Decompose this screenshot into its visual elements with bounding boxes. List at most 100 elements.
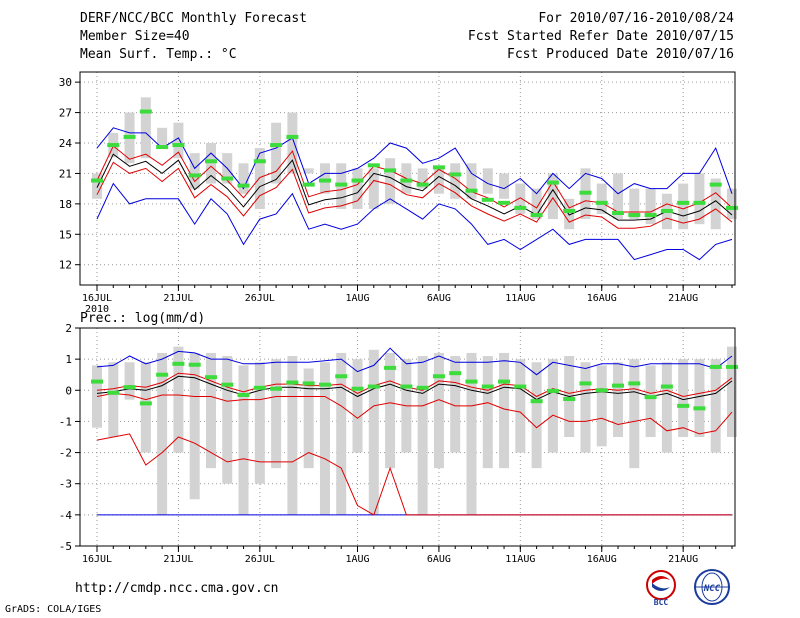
median-marker: [139, 401, 152, 406]
median-marker: [644, 395, 657, 400]
source-url[interactable]: http://cmdp.ncc.cma.gov.cn: [75, 581, 279, 596]
std-low-line: [96, 161, 733, 229]
median-marker: [123, 134, 136, 139]
ensemble-box: [596, 183, 607, 214]
x-tick-label: 21JUL: [163, 293, 193, 304]
median-marker: [253, 385, 266, 390]
x-tick-label: 21AUG: [668, 293, 698, 304]
median-marker: [188, 173, 201, 178]
median-marker: [693, 200, 706, 205]
median-marker: [498, 200, 511, 205]
ensemble-box: [385, 352, 396, 469]
median-marker: [270, 143, 283, 148]
ensemble-box: [710, 178, 721, 230]
median-marker: [253, 159, 266, 164]
ensemble-box: [140, 97, 151, 159]
median-marker: [449, 172, 462, 177]
ensemble-box: [694, 359, 705, 437]
std-high-line: [96, 372, 733, 398]
ensemble-box: [417, 168, 428, 189]
ensemble-box: [238, 365, 249, 515]
x-tick-label: 6AUG: [427, 293, 451, 304]
y-tick-label: -3: [59, 478, 72, 491]
median-marker: [156, 372, 169, 377]
y-tick-label: -2: [59, 447, 72, 460]
ensemble-box: [352, 168, 363, 209]
y-tick-label: -1: [59, 415, 72, 428]
ensemble-box: [629, 359, 640, 469]
ensemble-box: [336, 352, 347, 515]
median-marker: [270, 386, 283, 391]
member-size-label: Member Size=40: [80, 29, 190, 44]
ensemble-box: [531, 188, 542, 220]
median-marker: [546, 388, 559, 393]
ensemble-box: [710, 359, 721, 453]
ensemble-box: [173, 346, 184, 453]
ensemble-box: [303, 368, 314, 469]
ensemble-box: [694, 173, 705, 225]
median-marker: [221, 176, 234, 181]
ensemble-box: [385, 158, 396, 204]
ensemble-box: [596, 365, 607, 447]
median-marker: [726, 364, 738, 369]
x-tick-year-label: 2010: [85, 304, 109, 315]
ensemble-box: [678, 183, 689, 230]
median-marker: [302, 381, 315, 386]
ensemble-box: [727, 346, 737, 437]
median-marker: [237, 183, 250, 188]
x-tick-label: 16AUG: [587, 293, 617, 304]
median-marker: [709, 182, 722, 187]
median-marker: [677, 403, 690, 408]
median-marker: [514, 384, 527, 389]
median-marker: [107, 143, 120, 148]
median-marker: [384, 168, 397, 173]
ensemble-box: [189, 352, 200, 500]
ensemble-box: [678, 359, 689, 437]
ensemble-box: [531, 362, 542, 469]
ensemble-box: [450, 356, 461, 453]
ensemble-box: [515, 359, 526, 453]
ensemble-box: [613, 362, 624, 437]
x-tick-label: 11AUG: [505, 554, 535, 565]
ensemble-box: [173, 122, 184, 159]
median-marker: [139, 109, 152, 114]
ensemble-box: [205, 143, 216, 184]
ensemble-box: [645, 365, 656, 437]
ensemble-box: [271, 359, 282, 469]
y-tick-label: 27: [59, 107, 72, 120]
median-marker: [400, 178, 413, 183]
ensemble-box: [613, 173, 624, 220]
y-tick-label: 0: [65, 384, 72, 397]
median-marker: [367, 384, 380, 389]
median-marker: [318, 178, 331, 183]
median-marker: [367, 163, 380, 168]
median-marker: [172, 143, 185, 148]
max-line: [96, 347, 733, 376]
forecast-period: For 2010/07/16-2010/08/24: [538, 11, 734, 26]
median-marker: [286, 380, 299, 385]
median-marker: [416, 385, 429, 390]
lower-percentile-line: [96, 433, 732, 516]
median-marker: [335, 182, 348, 187]
median-marker: [432, 165, 445, 170]
plot-frame: [79, 71, 736, 286]
ensemble-box: [466, 163, 477, 199]
ensemble-box: [157, 127, 168, 149]
ensemble-box: [727, 188, 737, 220]
median-marker: [481, 197, 494, 202]
median-marker: [351, 386, 364, 391]
bcc-logo-text: BCC: [654, 598, 669, 607]
median-marker: [563, 397, 576, 402]
median-marker: [628, 381, 641, 386]
median-marker: [595, 388, 608, 393]
median-marker: [660, 208, 673, 213]
median-marker: [677, 200, 690, 205]
median-marker: [221, 382, 234, 387]
ensemble-box: [547, 173, 558, 220]
grads-credit: GrADS: COLA/IGES: [5, 604, 102, 615]
median-marker: [612, 210, 625, 215]
ensemble-box: [92, 173, 102, 199]
median-marker: [726, 205, 738, 210]
y-tick-label: 1: [65, 353, 72, 366]
